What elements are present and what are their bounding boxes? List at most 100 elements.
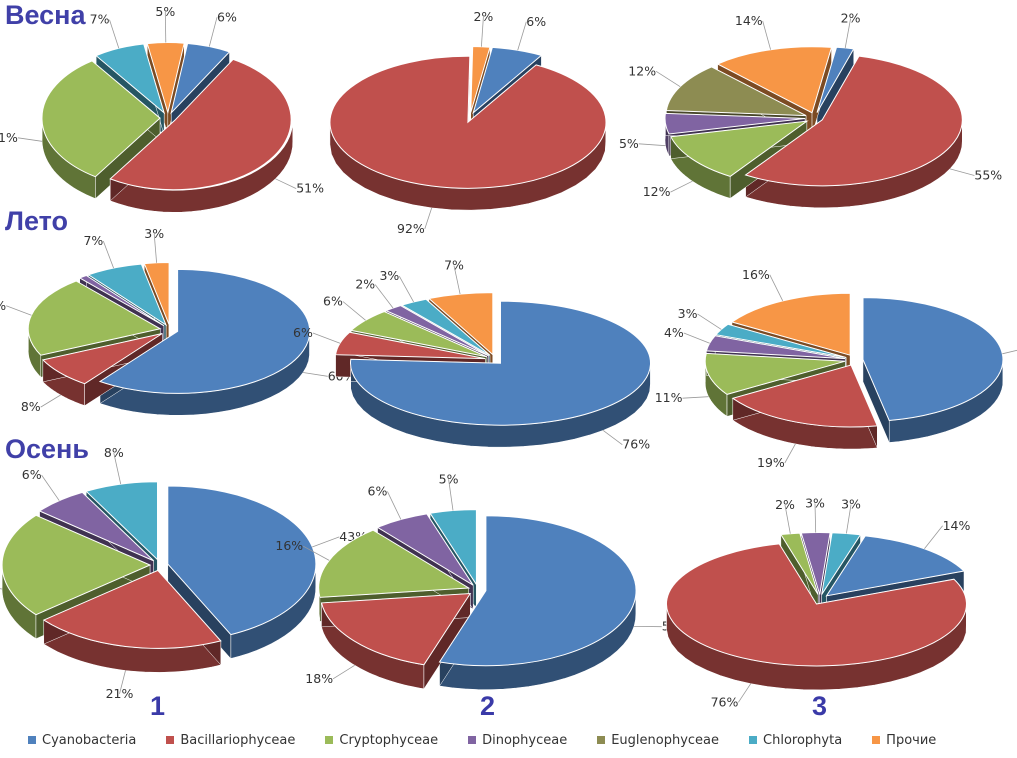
percent-label: 3%	[805, 495, 825, 510]
slice-cyanobacteria	[170, 42, 231, 115]
slice-chlorophyta	[85, 481, 159, 561]
label-leader	[119, 670, 126, 694]
label-leader	[481, 16, 484, 47]
label-leader	[312, 332, 341, 344]
percent-label: 8%	[21, 399, 41, 414]
pie-Лето-2: 76% 6% 6% 2% 3% 7%	[293, 258, 651, 452]
pie-tops	[666, 532, 967, 667]
label-leader	[784, 443, 796, 464]
percent-label: 16%	[742, 267, 770, 282]
slice-cryptophyceae	[1, 514, 152, 616]
legend-item-chlorophyta: Chlorophyta	[749, 733, 842, 748]
slice-bacillariophyceae	[731, 364, 879, 428]
slice-bacillariophyceae	[109, 58, 292, 191]
legend-swatch	[28, 736, 36, 744]
slice-dinophyceae	[78, 274, 165, 327]
slice-bacillariophyceae	[335, 331, 486, 360]
percent-label: 76%	[622, 437, 650, 452]
slice-прочие	[716, 46, 833, 114]
percent-label: 5%	[619, 136, 639, 151]
percent-label: 7%	[83, 233, 103, 248]
slice-dinophyceae	[384, 305, 489, 357]
label-leader	[303, 545, 330, 561]
slice-chlorophyta	[714, 323, 847, 358]
pie-tops	[318, 509, 637, 667]
label-leader	[398, 276, 414, 303]
percent-label: 3%	[678, 306, 698, 321]
percent-label: 76%	[711, 694, 739, 709]
label-leader	[844, 18, 851, 49]
label-leader	[6, 305, 32, 316]
percent-label: 12%	[628, 63, 656, 78]
percent-label: 2%	[775, 497, 795, 512]
pie-tops	[664, 46, 963, 187]
percent-label: 3%	[144, 226, 164, 241]
percent-label: 18%	[305, 671, 333, 686]
percent-label: 21%	[106, 686, 134, 701]
season-label-summer: Лето	[5, 206, 68, 236]
slice-cyanobacteria	[825, 535, 966, 597]
percent-label: 3%	[379, 268, 399, 283]
slice-прочие	[470, 45, 491, 113]
legend-swatch	[325, 736, 334, 744]
label-leader	[303, 372, 328, 377]
pie-tops	[329, 45, 607, 189]
label-leader	[374, 284, 394, 309]
legend-swatch	[872, 736, 881, 744]
legend-label: Cryptophyceae	[339, 732, 439, 748]
percent-label: 6%	[323, 294, 343, 309]
slice-dinophyceae	[800, 532, 831, 595]
legend-swatch	[749, 736, 758, 744]
label-leader	[41, 474, 60, 501]
percent-label: 16%	[275, 538, 303, 553]
label-leader	[208, 17, 218, 47]
label-leader	[1002, 349, 1017, 355]
slice-cryptophyceae	[318, 529, 471, 598]
label-leader	[846, 504, 852, 534]
label-leader	[275, 178, 297, 189]
label-leader	[769, 274, 784, 301]
legend-swatch	[166, 736, 175, 744]
percent-label: 6%	[368, 483, 388, 498]
legend-swatch	[468, 736, 477, 744]
pie-Осень-3: 14% 76% 2% 3% 3%	[666, 495, 971, 709]
slice-bacillariophyceae	[666, 543, 967, 667]
column-label-1: 1	[150, 691, 165, 721]
percent-label: 31%	[0, 130, 18, 145]
legend-label: Прочие	[886, 732, 937, 748]
label-leader	[682, 396, 709, 399]
slice-cyanobacteria	[350, 300, 651, 426]
label-leader	[738, 683, 752, 703]
percent-label: 2%	[841, 11, 861, 26]
slice-chlorophyta	[821, 532, 862, 595]
pie-Весна-2: 6% 92% 2%	[329, 9, 607, 236]
slice-cryptophyceae	[670, 120, 809, 177]
slice-cyanobacteria	[438, 515, 637, 667]
pie-Осень-2: 55%18%16%6%5%	[275, 471, 690, 691]
label-leader	[638, 143, 666, 147]
legend-item-cryptophyceae: Cryptophyceae	[325, 733, 438, 748]
label-leader	[602, 430, 623, 446]
slice-chlorophyta	[429, 509, 477, 587]
label-leader	[453, 265, 461, 295]
season-label-autumn: Осень	[5, 434, 89, 464]
label-leader	[762, 20, 771, 50]
percent-label: 6%	[22, 467, 42, 482]
label-leader	[153, 233, 157, 263]
percent-label: 6%	[526, 14, 546, 29]
percent-label: 14%	[735, 13, 763, 28]
label-leader	[312, 536, 340, 548]
label-leader	[102, 240, 114, 269]
slice-cryptophyceae	[704, 352, 846, 395]
percent-label: 55%	[974, 168, 1002, 183]
label-leader	[387, 491, 402, 520]
percent-label: 14%	[943, 518, 971, 533]
column-label-3: 3	[812, 691, 827, 721]
percent-label: 7%	[444, 258, 464, 273]
slice-прочие	[146, 42, 185, 115]
slice-bacillariophyceae	[320, 592, 472, 666]
label-leader	[113, 452, 122, 485]
pie-Весна-1: 6% 51% 31% 7% 5%	[0, 4, 324, 213]
legend-swatch	[597, 736, 606, 744]
